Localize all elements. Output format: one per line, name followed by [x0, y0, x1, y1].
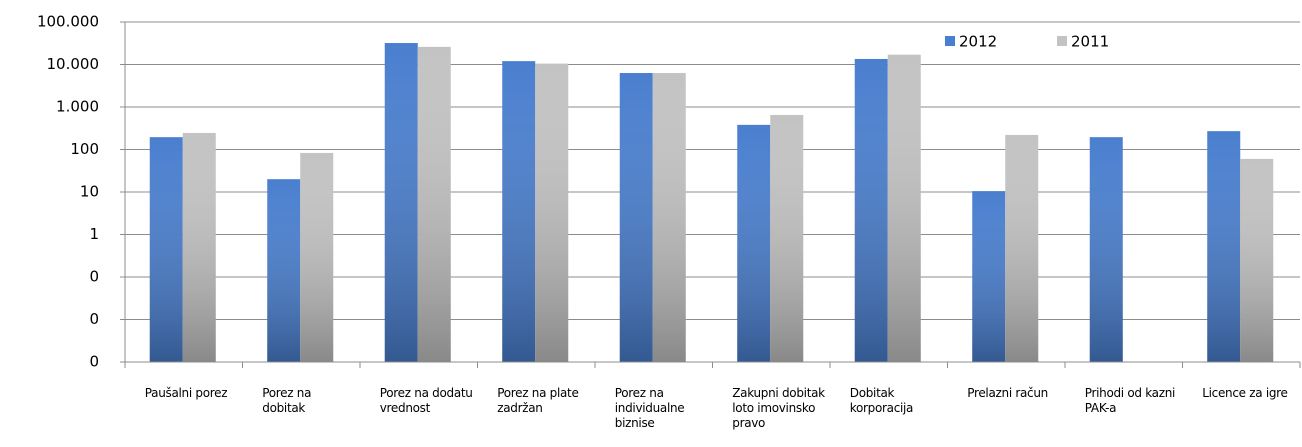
bar — [417, 46, 451, 362]
x-label-box: Paušalni porez — [144, 386, 228, 400]
x-label-box: Porez na dodatu vrednost — [379, 386, 473, 415]
y-tick-label: 100 — [70, 140, 99, 158]
bar — [1207, 131, 1241, 362]
x-tick-label: Zakupni dobitak loto imovinsko pravo — [732, 386, 825, 430]
bar — [619, 73, 653, 363]
y-tick-label: 0 — [89, 268, 99, 286]
bar — [182, 132, 216, 362]
x-label-box: Dobitak korporacija — [849, 386, 914, 415]
x-tick-label: Paušalni porez — [144, 386, 228, 400]
x-tick-label: Dobitak korporacija — [849, 386, 914, 415]
x-label-box: Porez na dobitak — [262, 386, 312, 415]
bar — [535, 63, 569, 362]
y-tick-label: 1 — [89, 225, 99, 243]
bar — [502, 61, 536, 362]
bar — [267, 179, 301, 362]
y-tick-label: 0 — [89, 310, 99, 328]
bar — [854, 58, 888, 362]
x-tick-label: Prihodi od kazni PAK-a — [1084, 386, 1176, 415]
legend-label: 2011 — [1071, 33, 1109, 51]
bar — [384, 43, 418, 362]
y-tick-label: 0 — [89, 353, 99, 371]
x-label-box: Prihodi od kazni PAK-a — [1084, 386, 1176, 415]
bar — [887, 54, 921, 362]
bar — [972, 191, 1006, 362]
bar — [770, 114, 804, 363]
bar — [652, 73, 686, 363]
x-label-box: Porez na individualne biznise — [614, 386, 685, 430]
bar — [1005, 134, 1039, 362]
x-tick-label: Porez na dobitak — [262, 386, 312, 415]
x-label-box: Zakupni dobitak loto imovinsko pravo — [732, 386, 825, 430]
x-tick-label: Licence za igre — [1202, 386, 1288, 400]
x-tick-label: Porez na individualne biznise — [614, 386, 685, 430]
bar — [737, 124, 771, 363]
bar — [1089, 137, 1123, 362]
bar — [300, 152, 334, 362]
legend-swatch — [1057, 36, 1067, 46]
x-label-box: Licence za igre — [1202, 386, 1288, 400]
x-tick-label: Porez na plate zadržan — [497, 386, 579, 415]
legend-label: 2012 — [959, 33, 997, 51]
x-label-box: Prelazni račun — [967, 386, 1048, 400]
y-tick-label: 1.000 — [56, 98, 99, 116]
y-tick-label: 10.000 — [47, 55, 100, 73]
bar — [1240, 158, 1274, 362]
x-tick-label: Porez na dodatu vrednost — [379, 386, 473, 415]
y-tick-label: 10 — [80, 183, 99, 201]
legend-swatch — [945, 36, 955, 46]
bar — [149, 137, 183, 362]
y-tick-label: 100.000 — [37, 13, 99, 31]
x-tick-label: Prelazni račun — [967, 386, 1048, 400]
x-label-box: Porez na plate zadržan — [497, 386, 579, 415]
